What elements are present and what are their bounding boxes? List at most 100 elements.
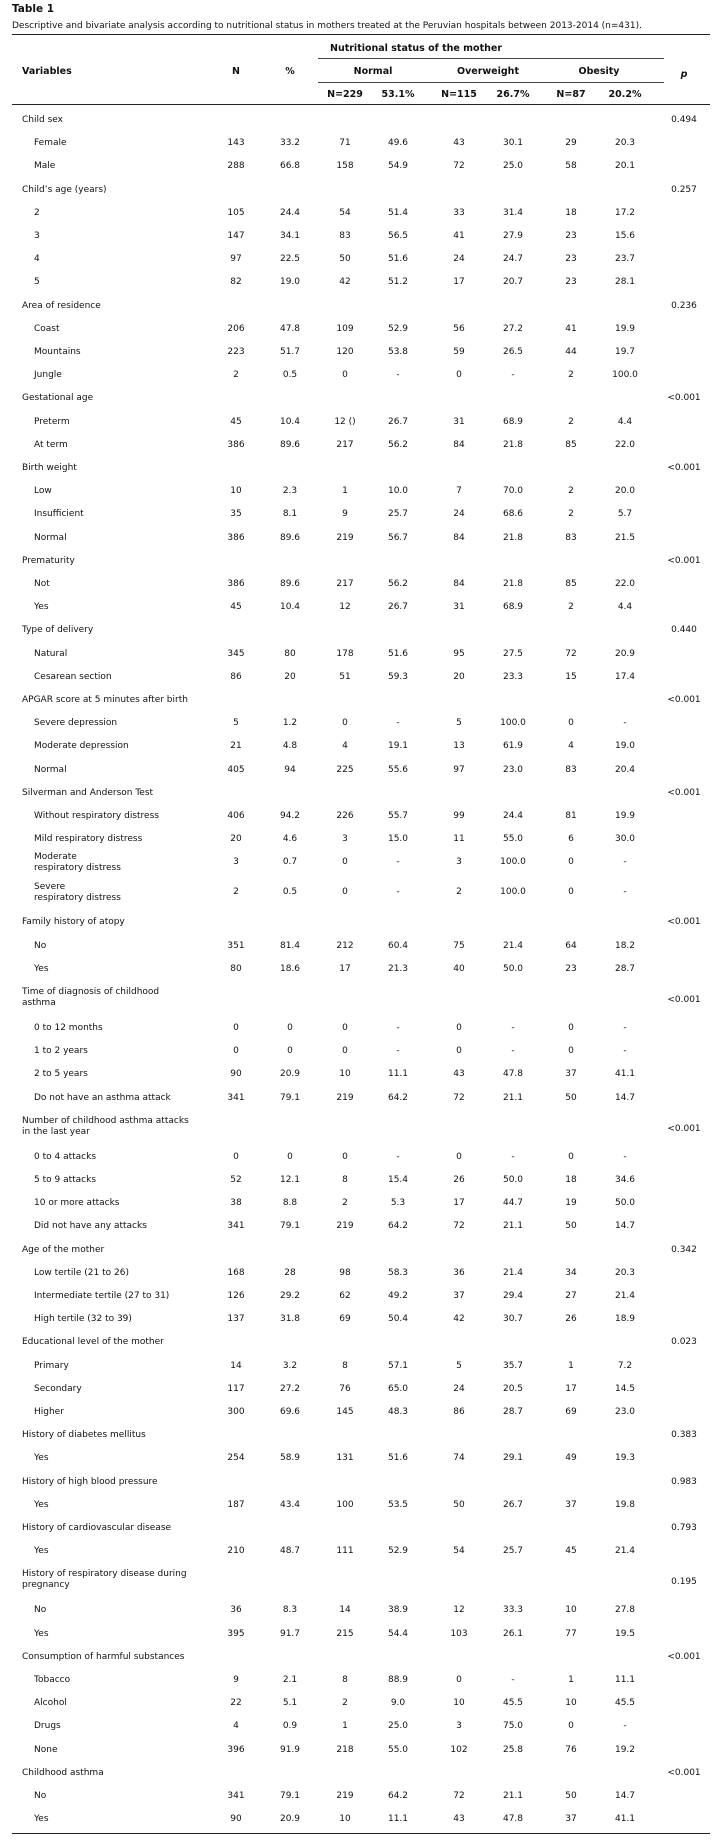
table-cell: 34.1 — [279, 231, 301, 241]
table-cell: - — [511, 370, 515, 381]
table-cell: 5 — [456, 718, 462, 729]
row-label: Without respiratory distress — [34, 811, 159, 821]
table-cell: 50.0 — [614, 1198, 636, 1209]
table-cell: 3 — [342, 834, 348, 845]
table-cell: 0 — [287, 1023, 293, 1033]
p-value: <0.001 — [667, 995, 701, 1005]
table-cell: 27.5 — [502, 648, 524, 659]
table-cell: 26.7 — [387, 602, 409, 613]
table-cell: 11.1 — [614, 1675, 636, 1685]
table-cell: 45.5 — [614, 1698, 636, 1709]
table-cell: 0 — [456, 1151, 462, 1162]
table-cell: 111 — [336, 1546, 354, 1557]
table-cell: 23 — [565, 231, 577, 241]
table-cell: 21.8 — [502, 439, 524, 450]
table-cell: - — [623, 1023, 627, 1033]
sub-normal-n: N=229 — [327, 89, 363, 100]
table-cell: 14.5 — [614, 1383, 636, 1394]
table-cell: 102 — [450, 1744, 468, 1755]
table-cell: 10.4 — [279, 602, 301, 613]
table-cell: 61.9 — [502, 741, 524, 752]
table-cell: 22 — [230, 1698, 242, 1709]
table-cell: 31 — [453, 602, 465, 613]
table-cell: 45 — [230, 416, 242, 427]
table-cell: 178 — [336, 648, 354, 659]
row-label: 1 to 2 years — [34, 1046, 88, 1057]
table-cell: 30.7 — [502, 1314, 524, 1325]
table-cell: 8.8 — [282, 1198, 298, 1209]
table-cell: 68.9 — [502, 416, 524, 427]
table-cell: 41 — [565, 323, 577, 334]
table-cell: 0.7 — [282, 857, 298, 868]
table-cell: 2.1 — [282, 1675, 298, 1685]
table-cell: 0 — [287, 1046, 293, 1057]
table-cell: 43.4 — [279, 1499, 301, 1510]
table-cell: 25.0 — [502, 161, 524, 172]
table-cell: 206 — [227, 323, 245, 334]
table-cell: 54 — [339, 207, 351, 218]
table-cell: 54 — [453, 1546, 465, 1557]
table-cell: 38 — [230, 1198, 242, 1209]
category-label: Childhood asthma — [22, 1767, 104, 1778]
table-cell: - — [396, 370, 400, 381]
category-label-line2: asthma — [22, 998, 56, 1008]
row-label: 0 to 12 months — [34, 1023, 103, 1033]
table-cell: 225 — [336, 764, 354, 775]
table-cell: 29.1 — [502, 1453, 524, 1464]
table-cell: 31.4 — [502, 207, 524, 218]
table-cell: 12 — [453, 1605, 465, 1616]
table-cell: 21.1 — [502, 1791, 524, 1801]
table-cell: 52.9 — [387, 1546, 409, 1557]
row-label: Secondary — [34, 1383, 82, 1394]
table-cell: 90 — [230, 1814, 242, 1825]
table-cell: 83 — [565, 532, 577, 543]
table-cell: 55.0 — [502, 834, 524, 845]
row-label-line2: respiratory distress — [34, 863, 121, 874]
row-label: Yes — [34, 963, 49, 974]
table-cell: 2 — [568, 509, 574, 520]
table-cell: - — [396, 1023, 400, 1033]
bottom-rule — [12, 1833, 710, 1835]
table-cell: 27.9 — [502, 231, 524, 241]
category-label: Time of diagnosis of childhood — [22, 987, 160, 997]
table-cell: 59 — [453, 347, 465, 357]
header-variables: Variables — [22, 66, 72, 77]
row-label: Intermediate tertile (27 to 31) — [34, 1291, 170, 1301]
table-cell: 0 — [456, 1675, 462, 1685]
table-cell: 21.4 — [502, 940, 524, 951]
table-cell: 49.2 — [387, 1291, 409, 1301]
row-label: At term — [34, 439, 68, 450]
table-cell: 17.2 — [614, 207, 636, 218]
table-cell: 117 — [227, 1383, 245, 1394]
category-label: Educational level of the mother — [22, 1337, 164, 1348]
table-cell: 68.9 — [502, 602, 524, 613]
row-label: Normal — [34, 764, 67, 775]
table-cell: 64 — [565, 940, 577, 951]
table-cell: 72 — [453, 1791, 465, 1801]
p-value: <0.001 — [667, 1767, 701, 1778]
header-n: N — [232, 66, 240, 77]
table-cell: 19.2 — [614, 1744, 636, 1755]
header-pct: % — [285, 66, 295, 77]
category-label: History of diabetes mellitus — [22, 1430, 146, 1441]
table-cell: 27.8 — [614, 1605, 636, 1616]
table-cell: 74 — [453, 1453, 465, 1464]
table-cell: 0 — [568, 857, 574, 868]
table-cell: 0 — [342, 718, 348, 729]
table-cell: 2 — [568, 370, 574, 381]
table-cell: 21 — [230, 741, 242, 752]
row-label: Moderate depression — [34, 741, 129, 752]
table-cell: - — [511, 1023, 515, 1033]
table-cell: 37 — [565, 1499, 577, 1510]
table-cell: 9 — [233, 1675, 239, 1685]
table-cell: 33 — [453, 207, 465, 218]
table-cell: 5.1 — [282, 1698, 298, 1709]
table-cell: 27.2 — [502, 323, 524, 334]
table-cell: 38.9 — [387, 1605, 409, 1616]
table-cell: 19.5 — [614, 1628, 636, 1639]
row-label: 10 or more attacks — [34, 1198, 120, 1209]
table-cell: 20.5 — [502, 1383, 524, 1394]
table-cell: 8 — [342, 1175, 348, 1185]
table-cell: 0 — [287, 1151, 293, 1162]
